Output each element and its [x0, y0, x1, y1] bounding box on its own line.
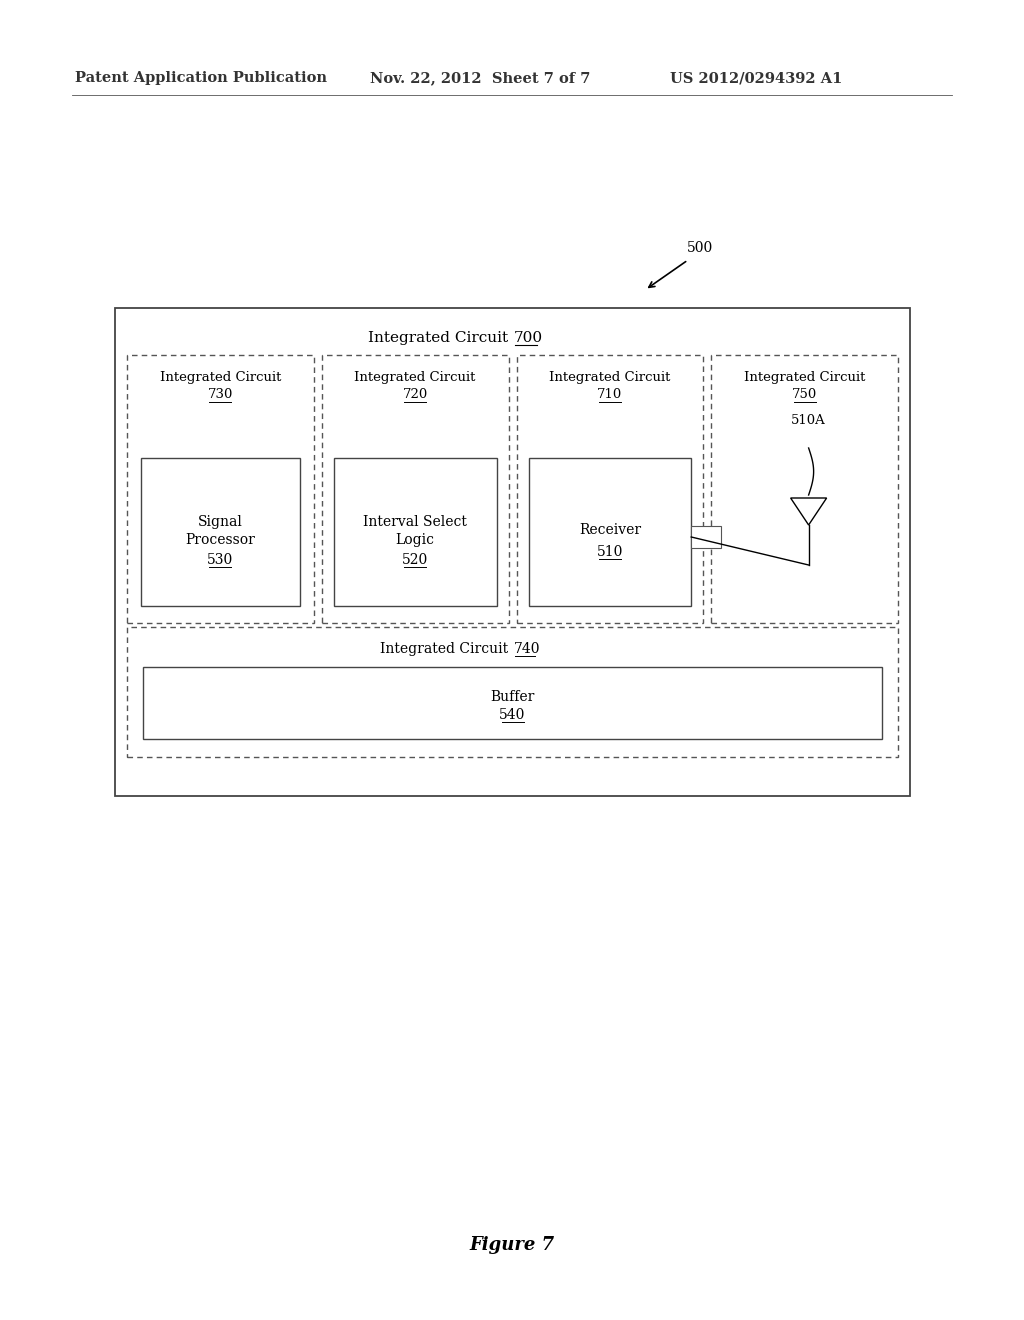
Text: Patent Application Publication: Patent Application Publication	[75, 71, 327, 84]
Bar	[127, 627, 898, 756]
Bar	[516, 355, 703, 623]
Text: 750: 750	[792, 388, 817, 401]
Text: Integrated Circuit: Integrated Circuit	[549, 371, 671, 384]
Bar	[115, 308, 910, 796]
Text: 740: 740	[513, 642, 540, 656]
Text: Nov. 22, 2012  Sheet 7 of 7: Nov. 22, 2012 Sheet 7 of 7	[370, 71, 591, 84]
Text: 700: 700	[513, 331, 543, 345]
Text: 500: 500	[687, 242, 713, 255]
Text: Integrated Circuit: Integrated Circuit	[160, 371, 281, 384]
Bar	[334, 458, 497, 606]
Text: Signal: Signal	[198, 515, 243, 529]
Text: 540: 540	[500, 708, 525, 722]
Text: Processor: Processor	[185, 533, 255, 546]
Text: Logic: Logic	[395, 533, 434, 546]
Text: Interval Select: Interval Select	[364, 515, 467, 529]
Bar	[528, 458, 691, 606]
Text: 730: 730	[208, 388, 233, 401]
Text: Integrated Circuit: Integrated Circuit	[744, 371, 865, 384]
Text: 710: 710	[597, 388, 623, 401]
Text: Buffer: Buffer	[490, 690, 535, 704]
Bar	[691, 525, 721, 548]
Bar	[127, 355, 313, 623]
Text: 720: 720	[402, 388, 428, 401]
Text: Integrated Circuit: Integrated Circuit	[354, 371, 476, 384]
Text: Figure 7: Figure 7	[469, 1236, 555, 1254]
Text: Integrated Circuit: Integrated Circuit	[380, 642, 512, 656]
Text: Receiver: Receiver	[579, 523, 641, 537]
Text: 510A: 510A	[792, 413, 826, 426]
Bar	[141, 458, 300, 606]
Bar	[322, 355, 509, 623]
Text: Integrated Circuit: Integrated Circuit	[368, 331, 512, 345]
Text: 520: 520	[402, 553, 428, 568]
Text: 530: 530	[207, 553, 233, 568]
Text: 510: 510	[597, 545, 623, 558]
Bar	[143, 667, 882, 739]
Bar	[712, 355, 898, 623]
Text: US 2012/0294392 A1: US 2012/0294392 A1	[670, 71, 843, 84]
